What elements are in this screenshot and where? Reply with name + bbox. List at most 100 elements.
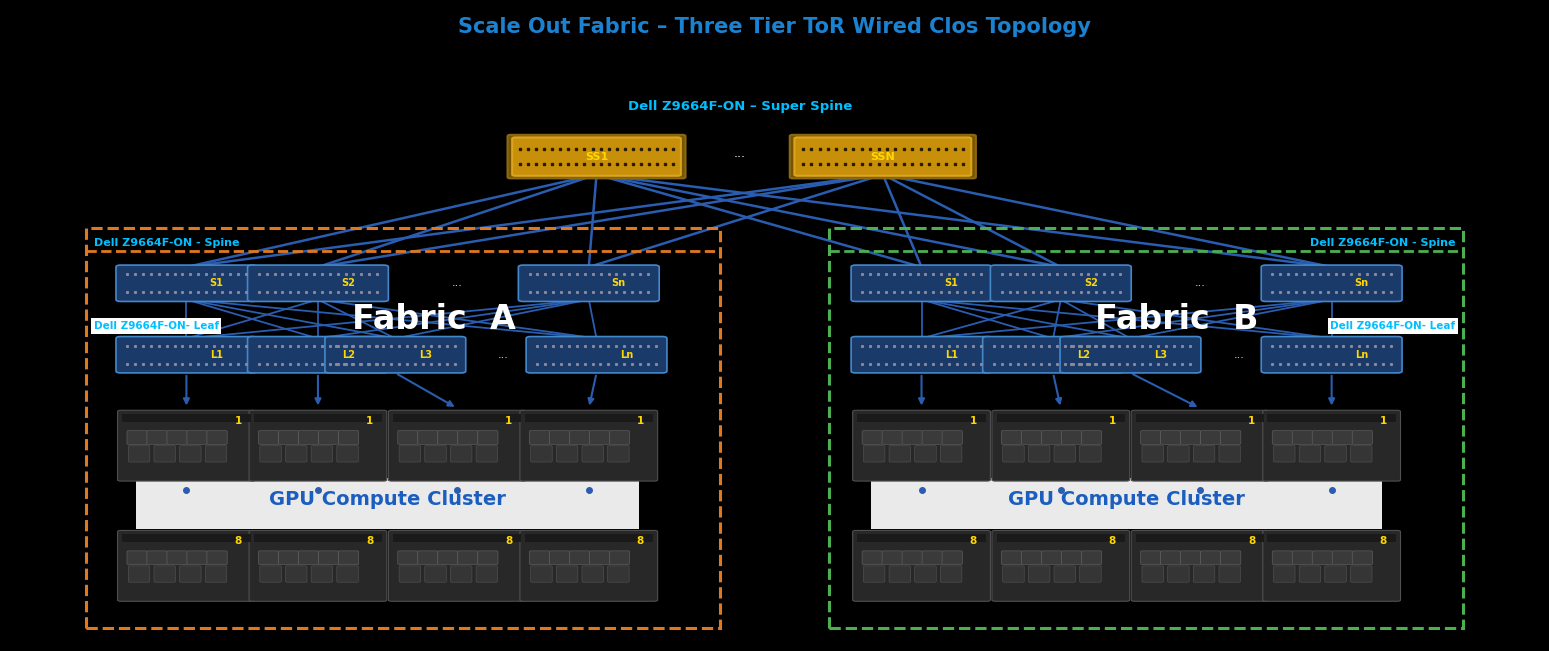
FancyBboxPatch shape: [991, 531, 1129, 602]
Text: 8: 8: [1380, 536, 1386, 546]
FancyBboxPatch shape: [259, 431, 279, 444]
FancyBboxPatch shape: [550, 551, 570, 564]
Text: Sn: Sn: [612, 278, 626, 288]
FancyBboxPatch shape: [1061, 551, 1081, 564]
Text: 8: 8: [1109, 536, 1117, 546]
FancyBboxPatch shape: [556, 566, 578, 582]
FancyBboxPatch shape: [1332, 551, 1352, 564]
FancyBboxPatch shape: [325, 337, 466, 373]
FancyBboxPatch shape: [1221, 431, 1241, 444]
Text: ...: ...: [1194, 278, 1205, 288]
FancyBboxPatch shape: [1002, 566, 1024, 582]
FancyBboxPatch shape: [187, 551, 208, 564]
FancyBboxPatch shape: [299, 551, 319, 564]
FancyBboxPatch shape: [1300, 446, 1321, 462]
FancyBboxPatch shape: [881, 551, 902, 564]
FancyBboxPatch shape: [285, 566, 307, 582]
FancyBboxPatch shape: [118, 410, 256, 481]
FancyBboxPatch shape: [520, 531, 658, 602]
FancyBboxPatch shape: [1292, 431, 1312, 444]
FancyBboxPatch shape: [153, 566, 175, 582]
Text: GPU Compute Cluster: GPU Compute Cluster: [270, 490, 507, 509]
FancyBboxPatch shape: [589, 551, 610, 564]
Bar: [829, 228, 1464, 628]
FancyBboxPatch shape: [279, 431, 299, 444]
FancyBboxPatch shape: [393, 534, 522, 542]
FancyBboxPatch shape: [1219, 446, 1241, 462]
FancyBboxPatch shape: [187, 431, 208, 444]
FancyBboxPatch shape: [311, 446, 333, 462]
FancyBboxPatch shape: [389, 531, 527, 602]
Text: Dell Z9664F-ON - Spine: Dell Z9664F-ON - Spine: [1310, 238, 1456, 247]
FancyBboxPatch shape: [863, 566, 884, 582]
FancyBboxPatch shape: [1041, 551, 1061, 564]
FancyBboxPatch shape: [438, 551, 459, 564]
Text: Dell Z9664F-ON- Leaf: Dell Z9664F-ON- Leaf: [93, 321, 218, 331]
FancyBboxPatch shape: [850, 337, 991, 373]
FancyBboxPatch shape: [319, 551, 339, 564]
FancyBboxPatch shape: [508, 135, 686, 178]
FancyBboxPatch shape: [795, 137, 971, 176]
FancyBboxPatch shape: [1219, 566, 1241, 582]
Text: ...: ...: [1233, 350, 1244, 360]
FancyBboxPatch shape: [260, 446, 282, 462]
FancyBboxPatch shape: [609, 551, 629, 564]
FancyBboxPatch shape: [531, 446, 551, 462]
FancyBboxPatch shape: [1273, 446, 1295, 462]
FancyBboxPatch shape: [459, 551, 479, 564]
FancyBboxPatch shape: [1272, 551, 1292, 564]
Text: Dell Z9664F-ON- Leaf: Dell Z9664F-ON- Leaf: [1331, 321, 1456, 331]
FancyBboxPatch shape: [1060, 337, 1200, 373]
FancyBboxPatch shape: [1351, 446, 1372, 462]
FancyBboxPatch shape: [850, 265, 991, 301]
Text: GPU Compute Cluster: GPU Compute Cluster: [1008, 490, 1245, 509]
FancyBboxPatch shape: [525, 534, 654, 542]
FancyBboxPatch shape: [607, 446, 629, 462]
FancyBboxPatch shape: [400, 566, 421, 582]
FancyBboxPatch shape: [1029, 446, 1050, 462]
Text: 1: 1: [637, 416, 644, 426]
FancyBboxPatch shape: [451, 566, 472, 582]
FancyBboxPatch shape: [1272, 431, 1292, 444]
FancyBboxPatch shape: [607, 566, 629, 582]
FancyBboxPatch shape: [1352, 431, 1372, 444]
Text: Dell Z9664F-ON – Super Spine: Dell Z9664F-ON – Super Spine: [627, 100, 852, 113]
FancyBboxPatch shape: [1053, 446, 1075, 462]
FancyBboxPatch shape: [438, 431, 459, 444]
Text: 1: 1: [234, 416, 242, 426]
FancyBboxPatch shape: [1273, 566, 1295, 582]
FancyBboxPatch shape: [1300, 566, 1321, 582]
FancyBboxPatch shape: [922, 431, 942, 444]
FancyBboxPatch shape: [527, 337, 668, 373]
FancyBboxPatch shape: [1142, 446, 1163, 462]
FancyBboxPatch shape: [1193, 446, 1214, 462]
Text: 8: 8: [1248, 536, 1255, 546]
Text: Ln: Ln: [1355, 350, 1368, 360]
FancyBboxPatch shape: [259, 551, 279, 564]
FancyBboxPatch shape: [208, 431, 228, 444]
Text: S1: S1: [209, 278, 223, 288]
Text: 1: 1: [366, 416, 373, 426]
FancyBboxPatch shape: [153, 446, 175, 462]
Text: Ln: Ln: [620, 350, 634, 360]
FancyBboxPatch shape: [127, 431, 147, 444]
Text: 8: 8: [366, 536, 373, 546]
Text: ...: ...: [452, 278, 463, 288]
FancyBboxPatch shape: [609, 431, 629, 444]
FancyBboxPatch shape: [339, 431, 359, 444]
FancyBboxPatch shape: [942, 551, 962, 564]
FancyBboxPatch shape: [1002, 446, 1024, 462]
FancyBboxPatch shape: [1061, 431, 1081, 444]
Text: Scale Out Fabric – Three Tier ToR Wired Clos Topology: Scale Out Fabric – Three Tier ToR Wired …: [459, 17, 1090, 37]
FancyBboxPatch shape: [1080, 566, 1101, 582]
Text: L2: L2: [1077, 350, 1090, 360]
FancyBboxPatch shape: [1160, 431, 1180, 444]
FancyBboxPatch shape: [1021, 551, 1041, 564]
FancyBboxPatch shape: [167, 431, 187, 444]
FancyBboxPatch shape: [1180, 551, 1200, 564]
FancyBboxPatch shape: [1001, 431, 1022, 444]
FancyBboxPatch shape: [1021, 431, 1041, 444]
FancyBboxPatch shape: [889, 446, 911, 462]
FancyBboxPatch shape: [299, 431, 319, 444]
FancyBboxPatch shape: [530, 551, 550, 564]
